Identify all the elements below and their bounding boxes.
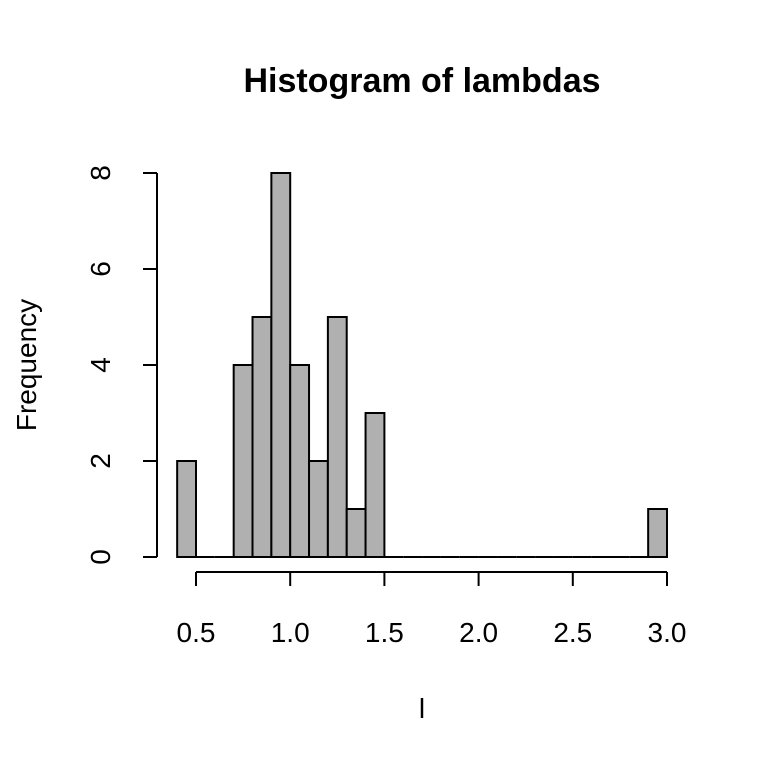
histogram-bar-4 xyxy=(251,316,273,558)
histogram-bar-8 xyxy=(326,316,348,558)
histogram-bar-0 xyxy=(176,460,198,558)
x-tick-label-3: 2.0 xyxy=(459,617,498,648)
histogram-bar-5 xyxy=(270,172,292,558)
y-axis-label: Frequency xyxy=(11,299,42,431)
y-axis: 0 2 4 6 8 xyxy=(85,165,158,565)
x-axis-label: l xyxy=(419,693,425,724)
x-tick-label-1: 1.0 xyxy=(271,617,310,648)
x-tick-label-0: 0.5 xyxy=(177,617,216,648)
y-tick-label-2: 4 xyxy=(85,357,116,373)
x-tick-label-5: 3.0 xyxy=(648,617,687,648)
x-axis: 0.5 1.0 1.5 2.0 2.5 3.0 xyxy=(177,571,687,648)
y-tick-label-4: 8 xyxy=(85,165,116,181)
bars-group xyxy=(176,172,668,558)
histogram-bar-10 xyxy=(364,412,386,558)
chart-title: Histogram of lambdas xyxy=(243,62,600,100)
histogram-bar-3 xyxy=(232,364,254,558)
y-tick-label-0: 0 xyxy=(85,549,116,565)
histogram-bar-6 xyxy=(289,364,311,558)
histogram-bar-9 xyxy=(345,508,367,558)
y-tick-label-1: 2 xyxy=(85,453,116,469)
y-tick-label-3: 6 xyxy=(85,261,116,277)
histogram-bar-7 xyxy=(308,460,329,558)
x-tick-label-4: 2.5 xyxy=(553,617,592,648)
x-tick-label-2: 1.5 xyxy=(365,617,404,648)
histogram-bar-25 xyxy=(647,508,668,558)
